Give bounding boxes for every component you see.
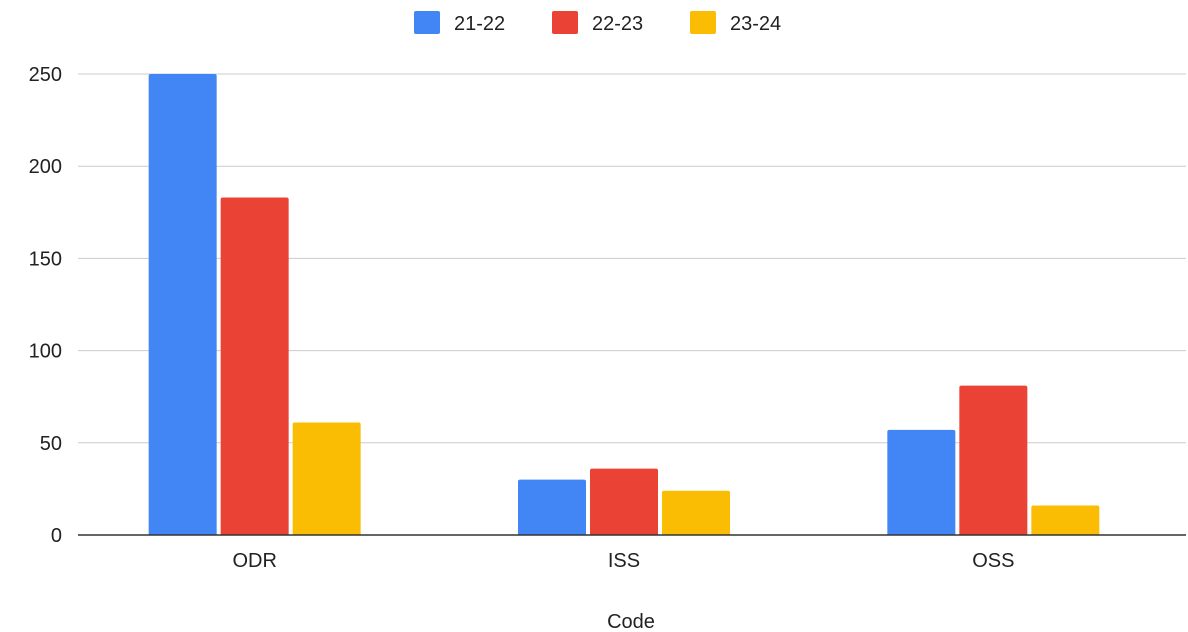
bar-21-22-ISS[interactable] <box>518 479 586 535</box>
bar-21-22-ODR[interactable] <box>148 74 217 535</box>
y-tick-label: 200 <box>29 156 62 178</box>
y-tick-label: 0 <box>51 525 62 547</box>
y-tick-label: 50 <box>40 433 62 455</box>
legend-swatch <box>414 11 440 34</box>
y-tick-label: 100 <box>29 341 62 363</box>
legend-label: 23-24 <box>730 13 781 35</box>
legend-label: 21-22 <box>454 13 505 35</box>
y-axis-ticks: 0 50 100 150 200 250 <box>29 64 62 547</box>
bar-22-23-ODR[interactable] <box>220 197 289 535</box>
bar-22-23-ISS[interactable] <box>590 468 658 535</box>
bar-23-24-OSS[interactable] <box>1031 505 1100 535</box>
legend: 21-22 22-23 23-24 <box>414 11 781 35</box>
x-axis-ticks: ODR ISS OSS <box>232 550 1014 572</box>
bars <box>148 74 1100 535</box>
legend-swatch <box>690 11 716 34</box>
legend-swatch <box>552 11 578 34</box>
legend-label: 22-23 <box>592 13 643 35</box>
bar-23-24-ISS[interactable] <box>662 490 730 535</box>
bar-21-22-OSS[interactable] <box>887 429 956 535</box>
bar-23-24-ODR[interactable] <box>292 422 361 535</box>
y-tick-label: 250 <box>29 64 62 86</box>
y-tick-label: 150 <box>29 248 62 270</box>
x-tick-label: ODR <box>232 550 276 572</box>
x-tick-label: ISS <box>608 550 640 572</box>
x-axis-title: Code <box>607 611 655 632</box>
bar-22-23-OSS[interactable] <box>959 385 1028 535</box>
x-tick-label: OSS <box>972 550 1014 572</box>
